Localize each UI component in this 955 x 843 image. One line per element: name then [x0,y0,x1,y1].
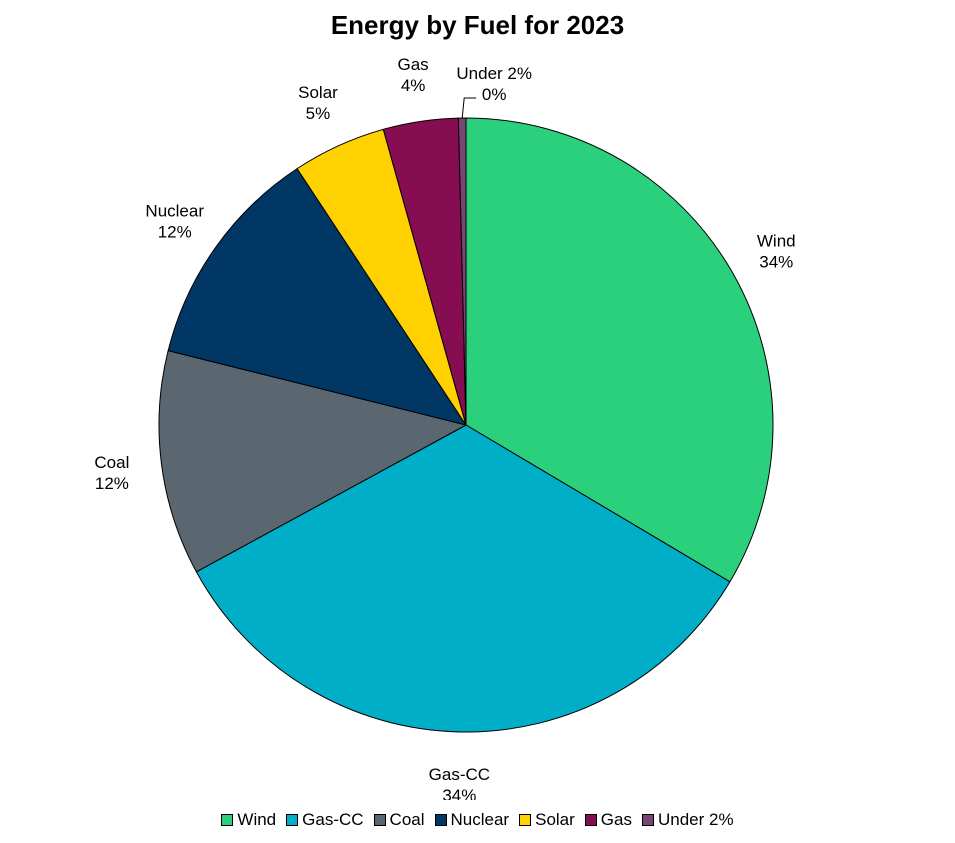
legend-label-gas: Gas [600,810,632,829]
legend-item-under-2: Under 2% [641,810,734,830]
slice-label-value-coal: 12% [95,474,129,493]
legend-item-wind: Wind [221,810,276,830]
slice-label-name-coal: Coal [94,453,129,472]
legend-item-coal: Coal [373,810,425,830]
legend-swatch-under-2 [641,814,654,826]
legend-label-nuclear: Nuclear [450,810,510,829]
slice-label-value-nuclear: 12% [158,223,192,242]
legend-label-under-2: Under 2% [657,810,734,829]
slice-label-name-gas-cc: Gas-CC [429,765,490,784]
legend-item-gas-cc: Gas-CC [286,810,364,830]
legend-swatch-coal [373,814,386,826]
slice-label-name-gas: Gas [398,55,429,74]
legend-swatch-gas-cc [286,814,299,826]
legend-label-wind: Wind [237,810,277,829]
pie-chart: Wind 34% Gas-CC 34% Coal 12% Nuclear 12% Solar 5%… [94,55,795,800]
legend-item-nuclear: Nuclear [434,810,510,830]
slice-label-value-gas: 4% [401,76,426,95]
pie-slice-wind [465,117,774,583]
legend-label-coal: Coal [389,810,425,829]
legend-swatch-gas [584,814,597,826]
legend-label-gas-cc: Gas-CC [302,810,364,829]
slice-label-value-solar: 5% [306,104,331,123]
slice-label-name-under-2: Under 2% [456,64,532,83]
legend-swatch-solar [519,814,532,826]
legend-swatch-nuclear [434,814,447,826]
pie-slice-gas-cc [195,424,731,733]
chart-title: Energy by Fuel for 2023 [330,10,625,40]
slice-label-value-wind: 34% [759,252,793,271]
legend-item-gas: Gas [584,810,632,830]
slice-label-name-solar: Solar [298,83,338,102]
pie-slices [158,117,774,733]
legend: Wind Gas-CC Coal Nuclear Solar Gas Under 2% [0,810,955,830]
leader-lines [461,97,477,119]
legend-swatch-wind [221,814,234,826]
legend-label-solar: Solar [535,810,575,829]
slice-labels: Wind 34% Gas-CC 34% Coal 12% Nuclear 12% Solar 5%… [94,55,795,800]
pie-slice-nuclear [167,167,468,426]
leader-line-under-2 [461,97,477,119]
slice-label-value-under-2: 0% [482,85,507,104]
slice-label-value-gas-cc: 34% [442,786,476,800]
slice-label-name-wind: Wind [757,231,796,250]
slice-label-name-nuclear: Nuclear [145,202,204,221]
legend-item-solar: Solar [519,810,575,830]
